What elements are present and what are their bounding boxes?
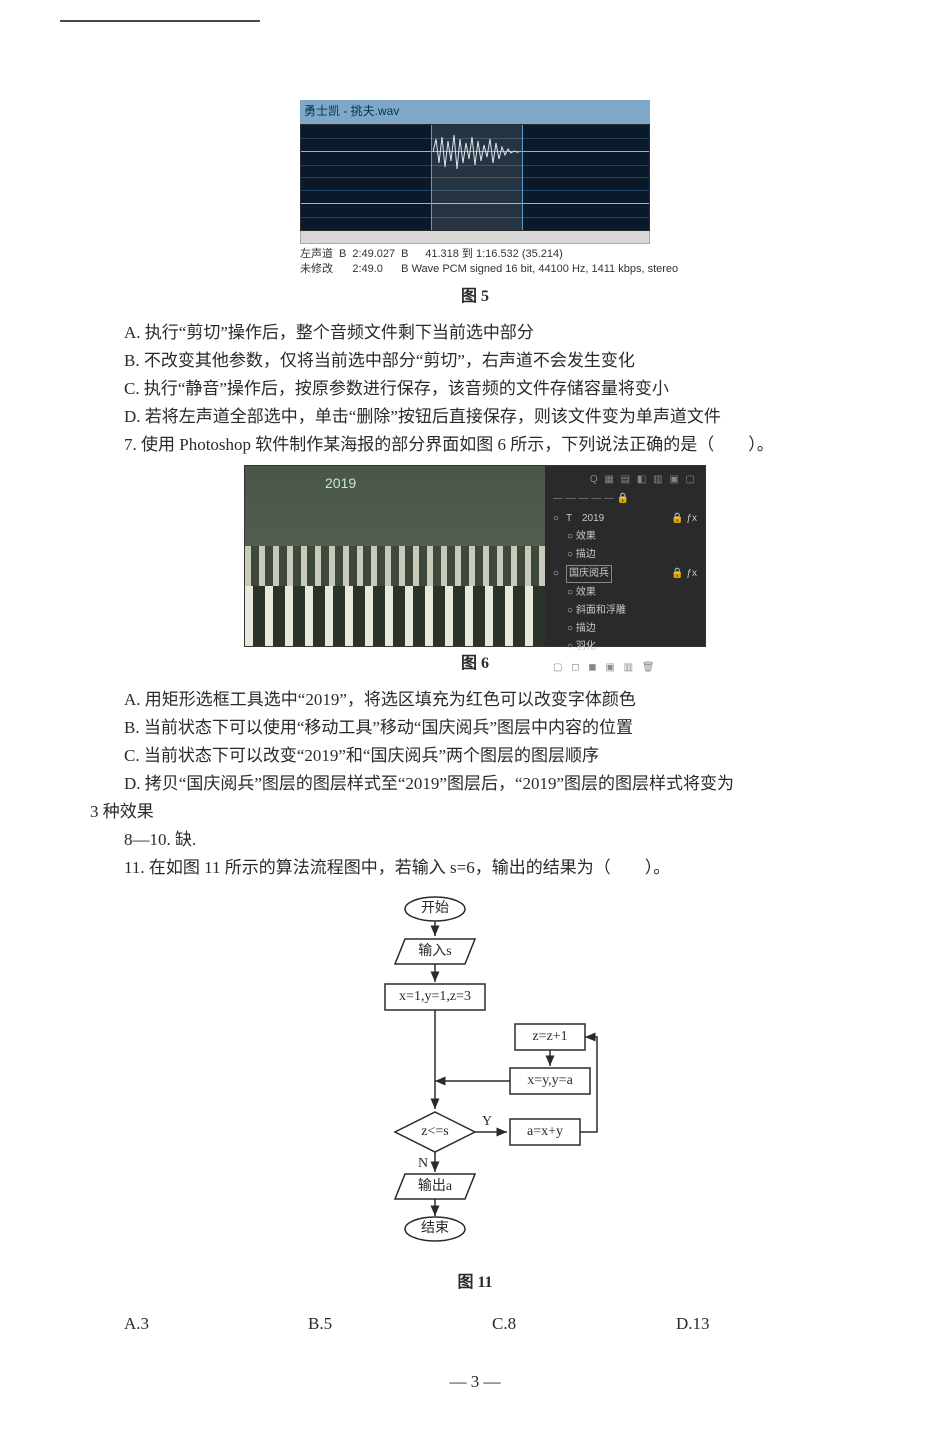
fig5-left-channel: 左声道 bbox=[300, 247, 339, 262]
flow-end: 结束 bbox=[421, 1220, 449, 1236]
fig5-selection-range: 41.318 到 1:16.532 (35.214) bbox=[425, 247, 684, 262]
fig5-caption: 图 5 bbox=[90, 284, 860, 310]
flow-swap: x=y,y=a bbox=[527, 1073, 573, 1088]
q11-option-d: D.13 bbox=[676, 1310, 860, 1338]
flow-init: x=1,y=1,z=3 bbox=[399, 989, 471, 1004]
flow-start: 开始 bbox=[421, 900, 449, 916]
flow-no: N bbox=[418, 1156, 428, 1171]
layer-parade-label: 国庆阅兵 bbox=[566, 565, 612, 583]
q11-option-a: A.3 bbox=[124, 1310, 308, 1338]
layer-parade-bevel: ○ 斜面和浮雕 bbox=[553, 602, 697, 620]
fig6-caption: 图 6 bbox=[90, 651, 860, 677]
layer-2019-fx: ○ 效果 bbox=[553, 528, 697, 546]
layer-parade[interactable]: 国庆阅兵 🔒 ƒx bbox=[553, 564, 697, 584]
q7-option-b: B. 当前状态下可以使用“移动工具”移动“国庆阅兵”图层中内容的位置 bbox=[90, 714, 860, 742]
fig6-canvas: 2019 bbox=[245, 466, 545, 646]
figure-5: 勇士凯 - 挑夫.wav 左声道 B 2:49.027 B 41.31 bbox=[300, 100, 650, 276]
figure-6: 2019 Q ▦ ▤ ◧ ▥ ▣ ▢ — — — — — 🔒 T 2019 🔒 … bbox=[244, 465, 706, 647]
figure-11: 开始 输入s x=1,y=1,z=3 z=z+1 x=y,y=a z<=s bbox=[335, 894, 615, 1264]
fig5-info: 左声道 B 2:49.027 B 41.318 到 1:16.532 (35.2… bbox=[300, 244, 650, 277]
fig5-time2: 2:49.0 bbox=[352, 262, 401, 277]
fig5-modified: 未修改 bbox=[300, 262, 339, 277]
layer-parade-feather: ○ 羽化 bbox=[553, 638, 697, 656]
q7-option-a: A. 用矩形选框工具选中“2019”，将选区填充为红色可以改变字体颜色 bbox=[90, 686, 860, 714]
layer-parade-stroke: ○ 描边 bbox=[553, 620, 697, 638]
panel-icons: Q ▦ ▤ ◧ ▥ ▣ ▢ bbox=[553, 472, 697, 488]
flow-yes: Y bbox=[482, 1114, 492, 1129]
page-number: — 3 — bbox=[90, 1368, 860, 1396]
q11-option-c: C.8 bbox=[492, 1310, 676, 1338]
q7-option-d2: 3 种效果 bbox=[90, 798, 860, 826]
fig5-format: B Wave PCM signed 16 bit, 44100 Hz, 1411… bbox=[401, 262, 684, 277]
fig5-time1: 2:49.027 bbox=[352, 247, 401, 262]
q7-stem: 7. 使用 Photoshop 软件制作某海报的部分界面如图 6 所示，下列说法… bbox=[90, 431, 860, 459]
layer-2019-stroke: ○ 描边 bbox=[553, 546, 697, 564]
fig5-scrollbar[interactable] bbox=[300, 231, 650, 244]
q8-10: 8—10. 缺. bbox=[90, 826, 860, 854]
q7-option-d1: D. 拷贝“国庆阅兵”图层的图层样式至“2019”图层后，“2019”图层的图层… bbox=[90, 770, 860, 798]
fig11-caption: 图 11 bbox=[90, 1270, 860, 1296]
panel-bottom-icons: ▢ ◻ ◼ ▣ ▥ 🗑 bbox=[553, 660, 697, 676]
q6-option-b: B. 不改变其他参数，仅将当前选中部分“剪切”，右声道不会发生变化 bbox=[90, 347, 860, 375]
fig6-year-text: 2019 bbox=[325, 472, 356, 495]
q11-stem: 11. 在如图 11 所示的算法流程图中，若输入 s=6，输出的结果为（ ）。 bbox=[90, 854, 860, 882]
layer-parade-fx: ○ 效果 bbox=[553, 584, 697, 602]
q11-answers: A.3 B.5 C.8 D.13 bbox=[90, 1310, 860, 1338]
fig5-titlebar: 勇士凯 - 挑夫.wav bbox=[300, 100, 650, 124]
flow-output: 输出a bbox=[418, 1178, 453, 1194]
q6-option-a: A. 执行“剪切”操作后，整个音频文件剩下当前选中部分 bbox=[90, 319, 860, 347]
q11-option-b: B.5 bbox=[308, 1310, 492, 1338]
flow-input: 输入s bbox=[418, 943, 451, 959]
layer-2019-label: T 2019 bbox=[566, 511, 604, 527]
q6-option-d: D. 若将左声道全部选中，单击“删除”按钮后直接保存，则该文件变为单声道文件 bbox=[90, 403, 860, 431]
q7-option-c: C. 当前状态下可以改变“2019”和“国庆阅兵”两个图层的图层顺序 bbox=[90, 742, 860, 770]
fig5-waveform bbox=[300, 124, 650, 231]
top-rule bbox=[60, 20, 260, 22]
flow-zinc: z=z+1 bbox=[532, 1029, 567, 1044]
flow-cond: z<=s bbox=[421, 1124, 448, 1139]
fig5-marker2: B bbox=[401, 247, 425, 262]
q6-option-c: C. 执行“静音”操作后，按原参数进行保存，该音频的文件存储容量将变小 bbox=[90, 375, 860, 403]
fig5-marker: B bbox=[339, 247, 352, 262]
flow-asum: a=x+y bbox=[527, 1124, 563, 1139]
layer-2019[interactable]: T 2019 🔒 ƒx bbox=[553, 510, 697, 528]
fig5-wave-icon bbox=[433, 133, 519, 171]
page: 勇士凯 - 挑夫.wav 左声道 B 2:49.027 B 41.31 bbox=[0, 0, 950, 1436]
fig6-layers-panel: Q ▦ ▤ ◧ ▥ ▣ ▢ — — — — — 🔒 T 2019 🔒 ƒx ○ … bbox=[545, 466, 705, 646]
